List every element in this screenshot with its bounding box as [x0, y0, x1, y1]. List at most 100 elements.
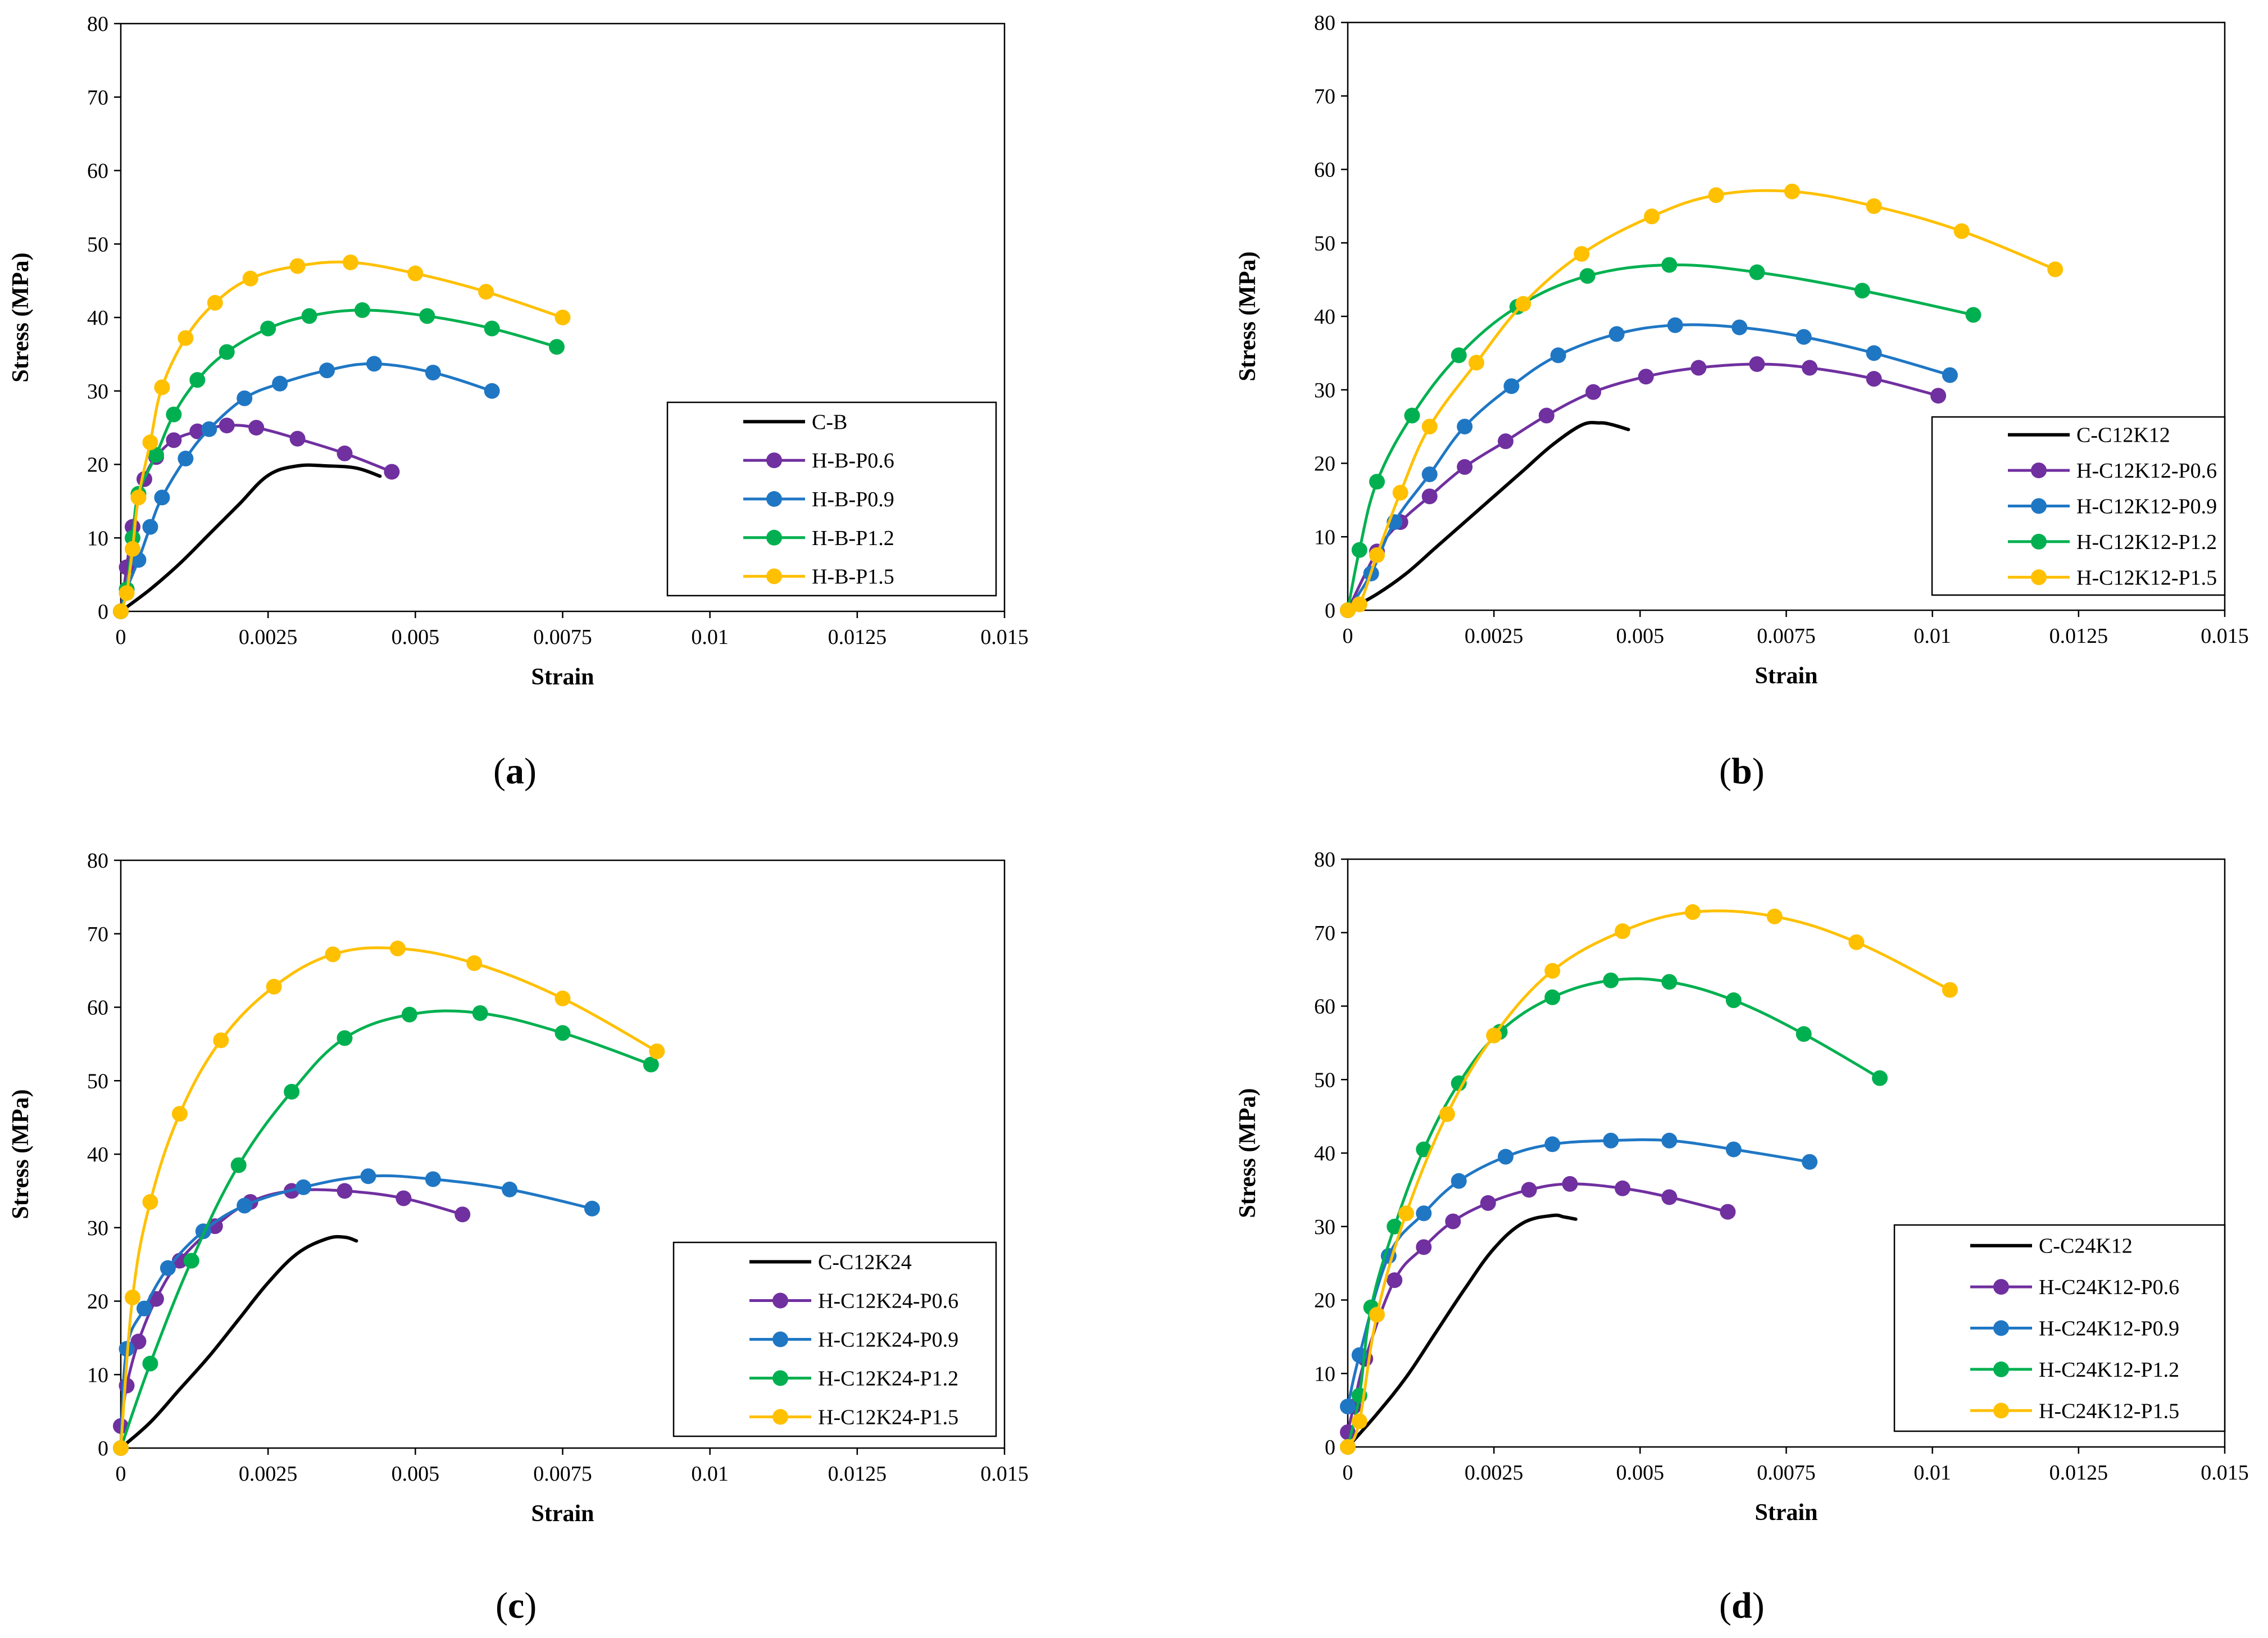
data-point: [1369, 547, 1385, 563]
data-point: [113, 1418, 129, 1434]
y-tick-label: 0: [1325, 1436, 1335, 1459]
y-tick-label: 50: [87, 233, 108, 256]
series-line: [119, 463, 382, 613]
y-tick-label: 40: [1314, 305, 1335, 329]
data-point: [466, 955, 483, 972]
data-point: [1369, 543, 1385, 560]
data-point: [1515, 296, 1531, 312]
y-axis-title: Stress (MPa): [1235, 1088, 1261, 1218]
data-point: [396, 1190, 412, 1206]
data-point: [178, 330, 194, 346]
data-point: [1574, 246, 1590, 262]
y-tick-label: 0: [98, 600, 108, 624]
plot-area: [120, 22, 1006, 612]
data-point: [1369, 474, 1385, 490]
data-point: [284, 1183, 300, 1199]
legend-swatch-marker: [1993, 1403, 2009, 1419]
data-point: [1387, 1218, 1403, 1235]
legend-swatch-marker: [2031, 462, 2047, 479]
data-point: [1725, 992, 1742, 1009]
legend-label: H-C12K12-P1.5: [2076, 566, 2217, 589]
data-point: [1802, 360, 1818, 376]
data-point: [1930, 388, 1947, 404]
data-point: [1579, 268, 1596, 284]
data-point: [1538, 407, 1555, 424]
data-point: [1766, 908, 1783, 924]
data-point: [272, 375, 288, 392]
legend-swatch-marker: [1993, 1361, 2009, 1377]
legend-label: H-C24K12-P0.9: [2039, 1317, 2179, 1341]
legend-label: C-C12K12: [2076, 424, 2170, 447]
x-tick-label: 0.015: [980, 1462, 1029, 1486]
y-tick-label: 10: [1314, 525, 1335, 549]
series-H-C24K12-P1.2: [1340, 972, 1888, 1455]
x-tick-label: 0.015: [980, 625, 1029, 649]
data-point: [219, 344, 235, 360]
data-point: [1451, 1075, 1467, 1091]
y-tick-label: 60: [1314, 158, 1335, 182]
data-point: [1340, 602, 1356, 618]
legend-label: H-C12K24-P1.2: [818, 1367, 958, 1391]
legend-label: H-B-P1.2: [812, 527, 894, 550]
y-tick-label: 70: [87, 86, 108, 110]
y-tick-label: 20: [1314, 452, 1335, 476]
data-point: [454, 1206, 471, 1223]
data-point: [407, 265, 424, 282]
legend-swatch-marker: [1993, 1279, 2009, 1295]
legend-swatch-marker: [2031, 569, 2047, 586]
data-point: [1802, 1154, 1818, 1170]
series-H-C12K24-P1.5: [113, 940, 665, 1456]
data-point: [554, 990, 571, 1006]
series-line: [119, 308, 558, 613]
y-tick-label: 20: [87, 453, 108, 477]
legend-label: H-C24K12-P1.5: [2039, 1399, 2179, 1423]
data-point: [142, 1194, 158, 1210]
data-point: [342, 254, 358, 270]
data-point: [148, 1291, 164, 1307]
y-tick-label: 60: [87, 996, 108, 1020]
legend-swatch-marker: [766, 491, 782, 507]
plot-area: [1347, 858, 2226, 1448]
data-point: [113, 1440, 129, 1456]
data-point: [319, 362, 335, 379]
data-point: [183, 1253, 199, 1269]
data-point: [189, 423, 206, 439]
data-point: [360, 1168, 376, 1185]
y-tick-label: 0: [98, 1437, 108, 1460]
data-point: [484, 320, 500, 337]
series-line: [119, 260, 564, 613]
legend-swatch-marker: [766, 452, 782, 469]
data-point: [113, 1440, 129, 1456]
data-point: [1451, 1173, 1467, 1189]
data-point: [124, 1289, 140, 1305]
legend: C-C24K12 H-C24K12-P0.6 H-C24K12-P0.9 H-C24K…: [1893, 1224, 2226, 1432]
data-point: [472, 1005, 488, 1021]
x-tick-label: 0.005: [1616, 1461, 1665, 1485]
data-point: [1544, 963, 1561, 979]
y-tick-label: 60: [87, 160, 108, 183]
series-H-C24K12-P0.9: [1340, 1132, 1818, 1415]
legend-label: H-B-P1.5: [812, 565, 894, 589]
data-point: [337, 1183, 353, 1199]
series-line: [119, 1009, 653, 1450]
data-point: [1340, 1424, 1356, 1440]
data-point: [1866, 198, 1882, 214]
data-point: [1585, 384, 1602, 400]
series-H-B-P0.9: [113, 356, 500, 619]
data-point: [213, 1032, 229, 1049]
legend-label: H-C12K24-P0.6: [818, 1290, 958, 1313]
data-point: [166, 406, 182, 423]
data-point: [130, 552, 147, 568]
data-point: [1684, 904, 1701, 920]
y-tick-label: 30: [1314, 379, 1335, 402]
series-line: [119, 1235, 358, 1450]
legend-label: C-C12K24: [818, 1251, 912, 1274]
series-line: [119, 362, 494, 613]
data-point: [130, 485, 147, 502]
series-H-C12K12-P0.6: [1340, 356, 1947, 618]
data-point: [119, 1341, 135, 1357]
data-point: [1340, 602, 1356, 618]
data-point: [1544, 1136, 1561, 1153]
